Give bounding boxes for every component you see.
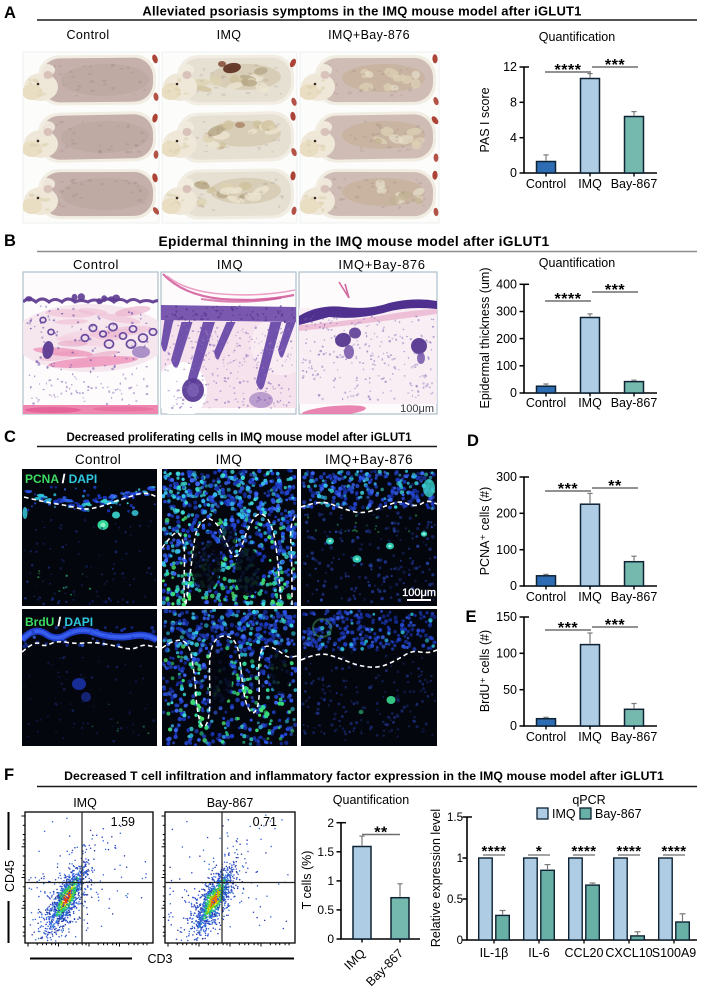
svg-text:IMQ: IMQ bbox=[578, 730, 602, 744]
svg-text:BrdU⁺ cells (#): BrdU⁺ cells (#) bbox=[478, 630, 492, 712]
svg-text:150: 150 bbox=[496, 610, 517, 624]
svg-text:Quantification: Quantification bbox=[539, 256, 615, 270]
svg-text:Control: Control bbox=[526, 730, 566, 744]
svg-text:IMQ+Bay-876: IMQ+Bay-876 bbox=[325, 452, 413, 467]
svg-text:IMQ: IMQ bbox=[578, 396, 602, 410]
svg-text:****: **** bbox=[555, 62, 582, 79]
svg-text:PCNA⁺ cells (#): PCNA⁺ cells (#) bbox=[478, 487, 492, 576]
svg-text:0: 0 bbox=[510, 386, 517, 400]
svg-text:0: 0 bbox=[510, 579, 517, 593]
svg-text:200: 200 bbox=[496, 332, 517, 346]
svg-text:0: 0 bbox=[510, 719, 517, 733]
svg-text:200: 200 bbox=[496, 507, 517, 521]
svg-text:Decreased T cell infiltration: Decreased T cell infiltration and inflam… bbox=[64, 769, 664, 783]
svg-text:B: B bbox=[4, 232, 16, 250]
svg-text:400: 400 bbox=[496, 278, 517, 292]
svg-text:Quantification: Quantification bbox=[539, 30, 615, 44]
svg-text:100: 100 bbox=[496, 647, 517, 661]
svg-text:Control: Control bbox=[526, 396, 566, 410]
svg-text:Control: Control bbox=[526, 590, 566, 604]
svg-text:E: E bbox=[465, 608, 476, 626]
svg-text:***: *** bbox=[605, 617, 625, 634]
svg-text:IMQ: IMQ bbox=[217, 257, 243, 272]
svg-text:PAS I score: PAS I score bbox=[478, 87, 492, 152]
svg-text:D: D bbox=[467, 432, 479, 450]
svg-text:****: **** bbox=[555, 291, 582, 308]
svg-text:Alleviated psoriasis symptoms: Alleviated psoriasis symptoms in the IMQ… bbox=[142, 4, 581, 19]
svg-text:***: *** bbox=[558, 620, 578, 637]
svg-text:Bay-867: Bay-867 bbox=[611, 590, 658, 604]
svg-text:IMQ+Bay-876: IMQ+Bay-876 bbox=[328, 28, 410, 42]
svg-text:C: C bbox=[4, 428, 16, 446]
svg-text:Control: Control bbox=[66, 28, 109, 42]
svg-text:Bay-867: Bay-867 bbox=[207, 796, 254, 810]
svg-text:***: *** bbox=[605, 57, 625, 74]
svg-text:**: ** bbox=[608, 478, 622, 495]
svg-text:***: *** bbox=[558, 481, 578, 498]
svg-text:IMQ: IMQ bbox=[578, 177, 602, 191]
svg-text:Decreased proliferating cells: Decreased proliferating cells in IMQ mou… bbox=[66, 432, 412, 444]
svg-text:300: 300 bbox=[496, 470, 517, 484]
svg-text:A: A bbox=[4, 4, 16, 22]
svg-text:IMQ: IMQ bbox=[73, 796, 97, 810]
svg-text:300: 300 bbox=[496, 305, 517, 319]
svg-text:Bay-867: Bay-867 bbox=[611, 730, 658, 744]
svg-text:100μm: 100μm bbox=[400, 403, 434, 415]
svg-text:100: 100 bbox=[496, 543, 517, 557]
svg-text:Control: Control bbox=[526, 177, 566, 191]
svg-text:IMQ: IMQ bbox=[217, 28, 242, 42]
svg-text:IMQ+Bay-876: IMQ+Bay-876 bbox=[338, 257, 425, 272]
svg-text:BrdU / DAPI: BrdU / DAPI bbox=[25, 615, 93, 629]
svg-text:Control: Control bbox=[75, 452, 121, 467]
svg-text:Bay-867: Bay-867 bbox=[611, 396, 658, 410]
svg-text:100μm: 100μm bbox=[402, 587, 436, 599]
svg-text:50: 50 bbox=[503, 683, 517, 697]
svg-text:IMQ: IMQ bbox=[216, 452, 243, 467]
svg-text:***: *** bbox=[605, 282, 625, 299]
svg-text:0: 0 bbox=[510, 166, 517, 180]
svg-text:PCNA / DAPI: PCNA / DAPI bbox=[25, 472, 97, 486]
svg-text:Bay-867: Bay-867 bbox=[611, 177, 658, 191]
svg-text:Epidermal thickness (um): Epidermal thickness (um) bbox=[478, 267, 492, 408]
svg-text:F: F bbox=[4, 766, 14, 784]
svg-text:4: 4 bbox=[510, 131, 517, 145]
svg-text:8: 8 bbox=[510, 96, 517, 110]
svg-text:IMQ: IMQ bbox=[578, 590, 602, 604]
svg-text:12: 12 bbox=[503, 60, 517, 74]
svg-text:100: 100 bbox=[496, 359, 517, 373]
svg-text:Epidermal thinning in the IMQ: Epidermal thinning in the IMQ mouse mode… bbox=[158, 234, 549, 249]
svg-text:Control: Control bbox=[73, 257, 119, 272]
